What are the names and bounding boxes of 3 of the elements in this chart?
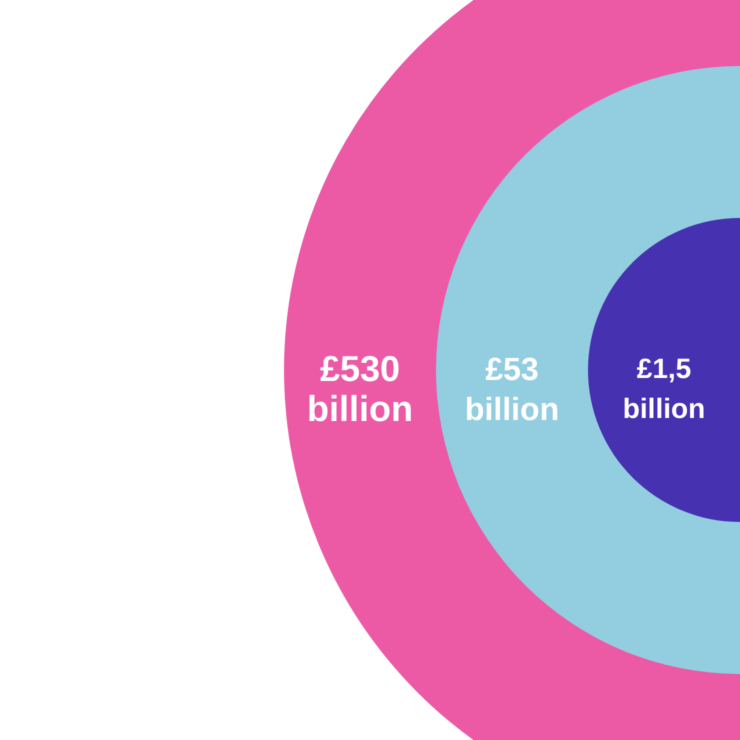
data-label: £53 billion [464,351,560,427]
data-label: £1,5 billion [622,353,706,424]
data-label: £530 billion [307,348,413,429]
